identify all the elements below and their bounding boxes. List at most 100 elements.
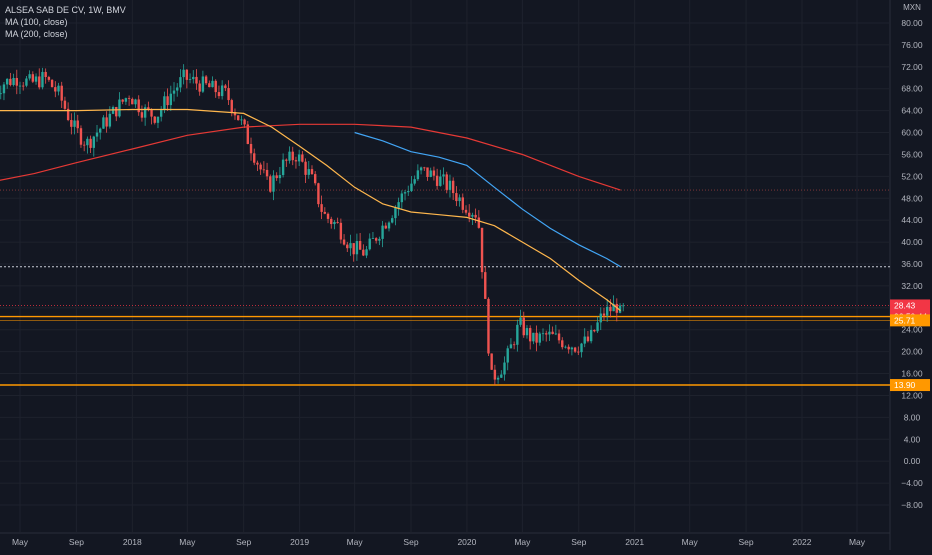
candle-body	[227, 88, 230, 101]
indicator-ma100[interactable]: MA (100, close)	[5, 17, 68, 27]
symbol-title[interactable]: ALSEA SAB DE CV, 1W, BMV	[5, 5, 126, 15]
candle-body	[278, 175, 282, 179]
candle-body	[143, 107, 147, 118]
candle-body	[275, 175, 278, 179]
candle-body	[545, 333, 548, 335]
candle-body	[163, 96, 166, 110]
candle-body	[50, 79, 54, 88]
candle-body	[317, 183, 320, 205]
candle-body	[358, 241, 362, 250]
candle-body	[439, 176, 442, 186]
candle-body	[477, 217, 481, 228]
candle-body	[47, 77, 51, 80]
candle-body	[124, 98, 128, 102]
candle-body	[41, 71, 44, 88]
candle-body	[159, 109, 163, 117]
x-tick-label: 2021	[625, 537, 644, 547]
candle-body	[426, 167, 429, 177]
candle-body	[60, 85, 63, 101]
candle-body	[156, 116, 160, 123]
candle-body	[455, 193, 458, 202]
candle-body	[211, 80, 214, 88]
x-tick-label: Sep	[571, 537, 586, 547]
candle-body	[307, 169, 310, 175]
price-label-box	[890, 379, 930, 392]
candle-body	[551, 331, 554, 335]
candle-body	[291, 151, 294, 161]
price-label-box	[890, 299, 930, 312]
y-tick-label: 52.00	[901, 171, 923, 181]
candle-body	[82, 144, 86, 146]
candle-body	[66, 108, 70, 121]
x-tick-label: May	[12, 537, 29, 547]
candle-body	[535, 332, 538, 343]
candle-body	[256, 162, 259, 165]
candle-body	[586, 336, 590, 342]
x-tick-label: May	[179, 537, 196, 547]
x-tick-label: 2018	[123, 537, 142, 547]
candle-body	[397, 202, 400, 208]
candle-body	[288, 151, 291, 161]
candle-body	[451, 180, 455, 194]
candle-body	[448, 180, 452, 190]
indicator-ma200[interactable]: MA (200, close)	[5, 29, 68, 39]
candle-body	[131, 98, 134, 105]
candle-body	[326, 213, 330, 219]
candle-body	[76, 120, 79, 129]
candle-body	[54, 87, 57, 92]
candle-body	[150, 108, 153, 117]
candle-body	[583, 336, 586, 344]
candle-body	[413, 179, 416, 184]
y-tick-label: 24.00	[901, 325, 923, 335]
candle-body	[416, 170, 420, 180]
candle-body	[63, 100, 67, 109]
candle-body	[140, 112, 144, 118]
candle-body	[384, 225, 387, 229]
candle-body	[220, 85, 224, 97]
candle-body	[589, 329, 593, 342]
candle-body	[95, 132, 99, 137]
candle-body	[259, 164, 262, 170]
y-tick-label: 16.00	[901, 369, 923, 379]
candle-body	[115, 107, 118, 117]
candle-body	[201, 76, 205, 92]
price-label-text: 13.90	[894, 380, 916, 390]
y-tick-label: 60.00	[901, 128, 923, 138]
candle-body	[99, 128, 102, 133]
candle-body	[285, 159, 288, 161]
candle-body	[605, 306, 609, 316]
candle-body	[249, 143, 253, 154]
candle-body	[243, 119, 246, 125]
candle-body	[246, 124, 250, 144]
candle-body	[15, 77, 18, 86]
x-tick-label: Sep	[69, 537, 84, 547]
y-tick-label: 64.00	[901, 106, 923, 116]
candle-body	[496, 377, 500, 380]
y-tick-label: −4.00	[901, 478, 923, 488]
x-tick-label: May	[849, 537, 866, 547]
candle-body	[198, 83, 201, 92]
y-tick-label: 72.00	[901, 62, 923, 72]
x-tick-label: Sep	[403, 537, 418, 547]
candle-body	[92, 136, 95, 148]
candle-body	[419, 167, 423, 171]
candle-body	[602, 313, 606, 316]
x-tick-label: May	[682, 537, 699, 547]
candle-body	[5, 78, 9, 85]
candle-body	[554, 333, 558, 335]
price-label-text: 25.71	[894, 315, 916, 325]
candle-body	[500, 374, 503, 378]
candle-body	[204, 76, 208, 84]
candle-body	[503, 362, 506, 375]
candle-body	[484, 272, 487, 299]
candle-body	[38, 76, 41, 88]
candle-body	[2, 84, 6, 94]
x-tick-label: May	[347, 537, 364, 547]
y-tick-label: 12.00	[901, 390, 923, 400]
candle-body	[423, 167, 426, 169]
candle-body	[57, 85, 60, 92]
candle-body	[0, 93, 2, 95]
